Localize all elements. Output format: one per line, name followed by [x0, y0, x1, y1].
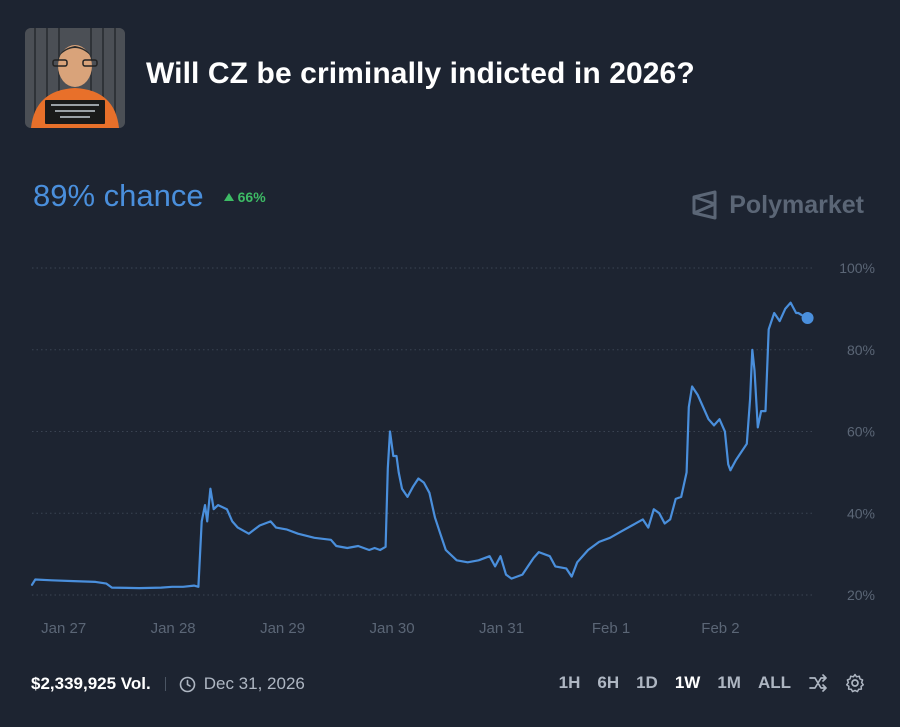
end-date-value: Dec 31, 2026 — [203, 674, 305, 693]
range-1d[interactable]: 1D — [636, 673, 658, 692]
x-tick-label: Jan 31 — [479, 620, 524, 637]
series-line — [30, 301, 803, 590]
market-footer: $2,339,925 Vol. Dec 31, 2026 — [31, 674, 305, 694]
y-tick-label: 40% — [847, 505, 875, 521]
y-tick-label: 100% — [839, 260, 875, 276]
range-1w[interactable]: 1W — [674, 673, 701, 692]
range-1m[interactable]: 1M — [717, 673, 741, 692]
price-chart[interactable]: 20% 40% 60% 80% 100% Jan 27 Jan 28 Jan 29 Jan 30… — [0, 0, 900, 660]
x-tick-label: Jan 28 — [151, 620, 196, 637]
polymarket-icon — [692, 190, 717, 220]
brand-name: Polymarket — [729, 190, 864, 219]
market-header: Will CZ be criminally indicted in 2026? — [25, 28, 695, 128]
shuffle-icon[interactable] — [808, 673, 828, 693]
settings-gear-icon[interactable] — [845, 673, 865, 693]
footer-divider — [164, 677, 166, 691]
y-tick-label: 80% — [847, 342, 875, 358]
x-tick-label: Jan 29 — [260, 620, 305, 637]
up-arrow-icon — [223, 193, 234, 201]
last-point-marker — [801, 312, 814, 325]
market-title: Will CZ be criminally indicted in 2026? — [146, 57, 695, 90]
market-avatar[interactable] — [25, 28, 125, 128]
range-6h[interactable]: 6H — [597, 673, 620, 692]
range-selector: 1H 6H 1D 1W 1M ALL — [542, 673, 865, 693]
chance-summary: 89% chance 66% — [33, 178, 266, 214]
x-tick-label: Jan 30 — [370, 620, 415, 637]
clock-icon — [179, 676, 196, 692]
range-1h[interactable]: 1H — [558, 673, 581, 692]
y-tick-label: 60% — [847, 424, 875, 440]
volume-label: $2,339,925 Vol. — [31, 674, 151, 693]
polymarket-logo: Polymarket — [691, 190, 864, 220]
x-tick-label: Feb 1 — [592, 620, 630, 637]
chance-delta-value: 66% — [237, 189, 266, 205]
x-tick-label: Jan 27 — [41, 620, 86, 637]
range-all[interactable]: ALL — [757, 673, 791, 692]
x-tick-label: Feb 2 — [701, 620, 739, 637]
chance-value: 89% chance — [33, 178, 204, 213]
end-date: Dec 31, 2026 — [179, 674, 305, 694]
chance-delta: 66% — [223, 189, 266, 205]
y-tick-label: 20% — [847, 587, 875, 603]
